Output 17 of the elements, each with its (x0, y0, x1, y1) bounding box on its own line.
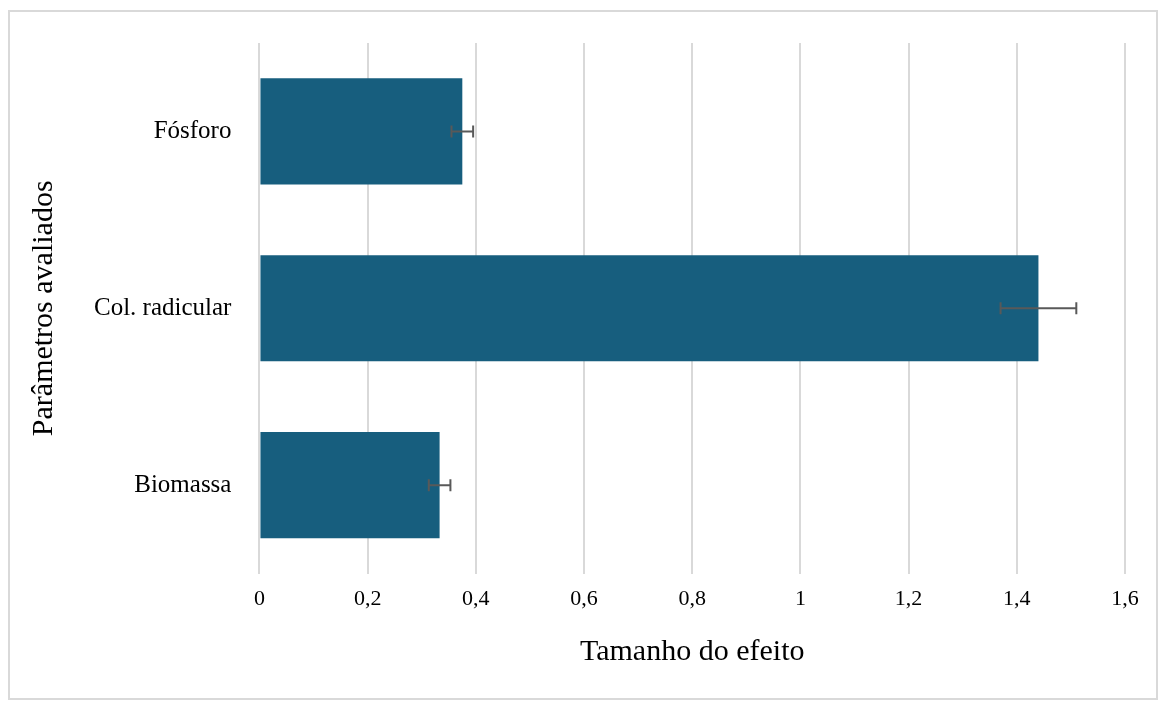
x-tick-label: 1,2 (894, 584, 923, 610)
y-tick-label: Fósforo (153, 116, 232, 143)
x-tick-label: 0,4 (462, 584, 490, 610)
x-tick-label: 0,6 (570, 584, 598, 610)
bar (260, 432, 440, 539)
y-tick-label: Biomassa (134, 469, 232, 497)
bar (260, 255, 1039, 362)
x-tick-label: 1,6 (1111, 584, 1139, 610)
x-tick-label: 1 (794, 584, 806, 610)
bar (260, 78, 463, 185)
x-tick-label: 1,4 (1003, 584, 1031, 610)
x-tick-label: 0,8 (678, 584, 706, 610)
x-tick-label: 0,2 (353, 584, 382, 610)
x-axis-title: Tamanho do efeito (579, 632, 805, 666)
y-axis-title: Parâmetros avaliados (24, 180, 58, 437)
x-tick-label: 0 (253, 584, 265, 610)
y-tick-label: Col. radicular (94, 292, 233, 320)
